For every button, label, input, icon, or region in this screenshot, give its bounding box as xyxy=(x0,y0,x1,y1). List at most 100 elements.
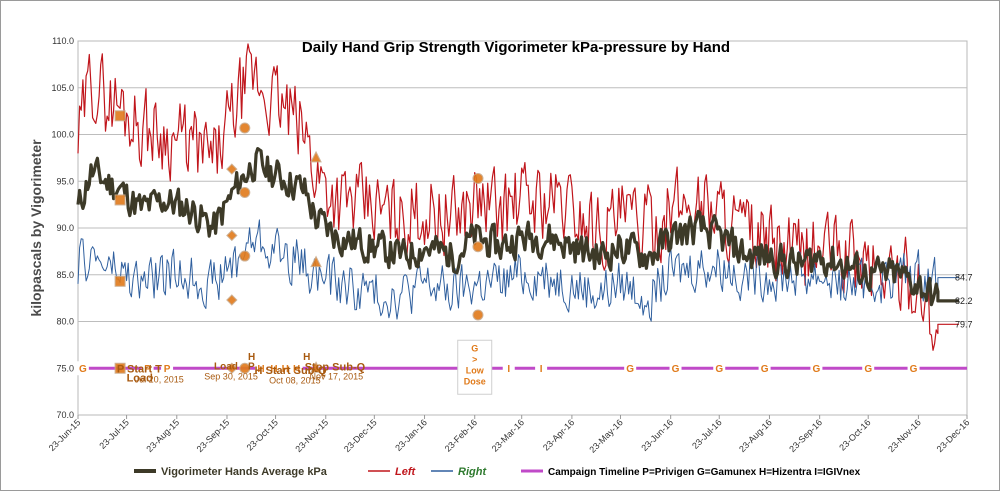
event-marker-triangle xyxy=(310,150,322,163)
campaign-marker-label: G xyxy=(715,364,723,375)
annotation-text: P Start T xyxy=(117,363,162,375)
campaign-marker-label: P xyxy=(144,364,151,375)
campaign-marker-bg xyxy=(862,361,875,376)
x-tick-label: 23-Jan-16 xyxy=(393,417,429,453)
annotation-text: Sep 30, 2015 xyxy=(204,372,258,382)
campaign-marker-label: P xyxy=(164,364,171,375)
y-tick-label: 85.0 xyxy=(56,270,74,280)
x-tick-label: 23-Feb-16 xyxy=(443,417,479,453)
x-tick-label: 23-Jun-16 xyxy=(639,417,675,453)
x-tick-label: 23-Sep-16 xyxy=(787,417,824,454)
annotation-text: Nov 17, 2015 xyxy=(310,372,364,382)
campaign-marker-label: G xyxy=(79,364,87,375)
x-tick-label: 23-Oct-15 xyxy=(245,417,280,452)
x-tick-label: 23-Dec-16 xyxy=(935,417,972,454)
campaign-marker-bg xyxy=(141,361,154,376)
event-marker-square xyxy=(114,194,126,206)
campaign-marker-label: H xyxy=(270,364,277,375)
campaign-marker-bg xyxy=(907,361,920,376)
y-tick-label: 110.0 xyxy=(52,36,74,46)
campaign-callout-line: Low xyxy=(466,365,485,375)
annotation-text: Stop Sub-Q xyxy=(305,361,366,373)
legend-label-1: Left xyxy=(395,466,417,478)
campaign-marker-label: G xyxy=(813,364,821,375)
event-marker-circle xyxy=(239,122,251,134)
event-marker-square xyxy=(114,275,126,287)
annotation-text: Jul 20, 2015 xyxy=(135,375,184,385)
event-marker-diamond xyxy=(226,163,238,175)
campaign-marker-label: I xyxy=(540,364,543,375)
y-tick-label: 90.0 xyxy=(56,223,74,233)
event-marker-diamond xyxy=(226,229,238,242)
campaign-marker-bg xyxy=(267,361,280,376)
event-marker-circle xyxy=(472,241,484,253)
series-line-0 xyxy=(76,147,959,307)
campaign-marker-bg xyxy=(279,361,292,376)
campaign-marker-bg xyxy=(669,361,682,376)
x-tick-label: 23-Jun-15 xyxy=(47,417,83,453)
y-tick-label: 70.0 xyxy=(56,410,74,420)
campaign-marker-label: G xyxy=(910,364,918,375)
end-label: 79.7 xyxy=(955,319,973,329)
campaign-marker-bg xyxy=(502,361,515,376)
x-tick-label: 23-Mar-16 xyxy=(490,417,526,453)
campaign-marker-label: G xyxy=(864,364,872,375)
campaign-marker-bg xyxy=(76,361,89,376)
end-label: 82.2 xyxy=(955,296,973,306)
annotation-text: Oct 08, 2015 xyxy=(269,375,321,385)
event-marker-circle xyxy=(472,309,484,321)
campaign-marker-label: G xyxy=(761,364,769,375)
end-labels: 84.7 82.2 79.7 xyxy=(955,273,973,330)
series-line-1 xyxy=(77,43,959,351)
event-marker-square xyxy=(114,362,126,374)
campaign-marker-bg xyxy=(758,361,771,376)
event-marker-circle xyxy=(472,172,484,184)
legend: Vigorimeter Hands Average kPa Left Right Ca… xyxy=(134,466,861,478)
x-tick-label: 23-Aug-16 xyxy=(737,417,774,454)
annotation-text: Load xyxy=(214,361,238,372)
campaign-marker-bg xyxy=(535,361,548,376)
campaign-marker-bg xyxy=(161,361,174,376)
end-label: 84.7 xyxy=(955,273,973,283)
y-tick-label: 100.0 xyxy=(51,130,74,140)
y-axis-label: kilopascals by Vigorimeter xyxy=(28,139,44,317)
chart-title: Daily Hand Grip Strength Vigorimeter kPa… xyxy=(302,39,730,56)
series-layer xyxy=(76,43,959,351)
event-marker-square xyxy=(114,110,126,122)
campaign-marker-label: I xyxy=(507,364,510,375)
legend-label-0: Vigorimeter Hands Average kPa xyxy=(161,466,328,478)
annotation-text: Load xyxy=(127,373,153,385)
y-tick-label: 95.0 xyxy=(56,176,74,186)
campaign-marker-label: H xyxy=(282,364,289,375)
x-tick-label: 23-May-16 xyxy=(587,417,624,454)
x-tick-label: 23-Aug-15 xyxy=(144,417,181,454)
y-tick-label: 80.0 xyxy=(56,317,74,327)
x-tick-label: 23-Jul-15 xyxy=(97,417,131,451)
x-tick-label: 23-Oct-16 xyxy=(837,417,872,452)
event-marker-circle xyxy=(239,362,251,374)
campaign-marker-label: G xyxy=(672,364,680,375)
y-tick-label: 75.0 xyxy=(56,363,74,373)
campaign-callout-line: Dose xyxy=(464,376,486,386)
marker-layer xyxy=(114,110,484,374)
campaign-marker-label: G xyxy=(626,364,634,375)
x-tick-label: 23-Apr-16 xyxy=(541,417,576,452)
campaign-marker-bg xyxy=(810,361,823,376)
campaign-marker-label: H xyxy=(293,364,300,375)
legend-label-3: Campaign Timeline P=Privigen G=Gamunex H… xyxy=(548,467,861,478)
campaign-callout-line: G xyxy=(471,343,478,353)
annotation-text: H xyxy=(248,352,255,363)
event-marker-triangle xyxy=(310,255,322,268)
event-marker-circle xyxy=(239,186,251,198)
campaign-callout-line: > xyxy=(472,354,477,364)
annotation-text: H xyxy=(303,352,310,363)
x-tick-label: 23-Nov-16 xyxy=(886,417,923,454)
annotation-text: P xyxy=(248,361,255,372)
x-tick-label: 23-Dec-15 xyxy=(342,417,379,454)
event-marker-triangle xyxy=(310,361,322,373)
campaign-marker-label: H xyxy=(257,364,264,375)
x-tick-label: 23-Jul-16 xyxy=(690,417,724,451)
